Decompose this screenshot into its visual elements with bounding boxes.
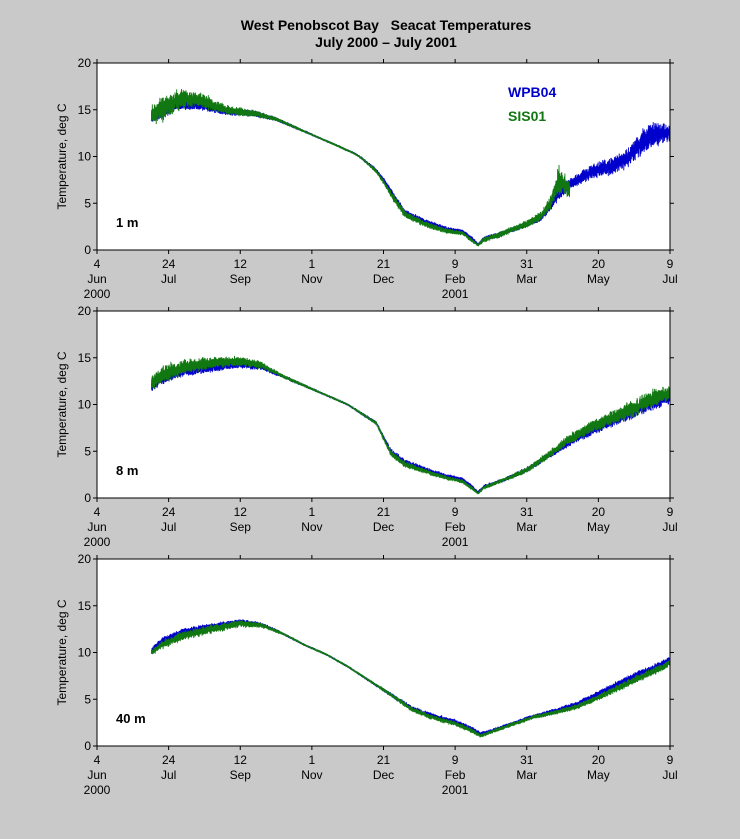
x-tick-label-day: 12 <box>234 505 248 519</box>
x-tick-label-month: Feb <box>445 768 466 782</box>
x-tick-label-month: Jul <box>662 520 677 534</box>
x-tick-label-day: 31 <box>520 505 534 519</box>
y-axis-label: Temperature, deg C <box>55 599 69 705</box>
y-tick-label: 5 <box>84 444 91 458</box>
x-tick-label-day: 1 <box>309 505 316 519</box>
plot-background <box>97 559 670 746</box>
y-tick-label: 5 <box>84 692 91 706</box>
x-tick-label-year: 2001 <box>442 783 469 797</box>
panel-3: 051015204Jun200024Jul12Sep1Nov21Dec9Feb2… <box>55 552 678 797</box>
x-tick-label-day: 24 <box>162 753 176 767</box>
legend-entry-wpb04: WPB04 <box>508 84 556 100</box>
x-tick-label-month: Jun <box>87 768 106 782</box>
y-tick-label: 15 <box>78 351 92 365</box>
x-tick-label-month: Jul <box>662 272 677 286</box>
x-tick-label-month: Mar <box>516 768 537 782</box>
x-tick-label-day: 12 <box>234 257 248 271</box>
x-tick-label-month: Jun <box>87 272 106 286</box>
x-tick-label-month: Mar <box>516 272 537 286</box>
x-tick-label-year: 2001 <box>442 535 469 549</box>
x-tick-label-day: 9 <box>667 753 674 767</box>
plot-background <box>97 63 670 250</box>
figure-title: West Penobscot Bay Seacat Temperatures <box>240 17 532 33</box>
x-tick-label-day: 9 <box>452 753 459 767</box>
x-tick-label-month: Dec <box>373 768 394 782</box>
x-tick-label-day: 9 <box>452 257 459 271</box>
figure-subtitle: July 2000 – July 2001 <box>315 34 457 50</box>
legend: WPB04 SIS01 <box>508 84 556 124</box>
panel-1: 051015204Jun200024Jul12Sep1Nov21Dec9Feb2… <box>55 56 678 301</box>
series-line-sis01 <box>150 89 571 247</box>
x-tick-label-month: Jul <box>161 520 176 534</box>
x-tick-label-month: Mar <box>516 520 537 534</box>
x-tick-label-day: 21 <box>377 257 391 271</box>
x-tick-label-year: 2001 <box>442 287 469 301</box>
x-tick-label-day: 31 <box>520 257 534 271</box>
x-tick-label-month: Jun <box>87 520 106 534</box>
x-tick-label-day: 4 <box>94 753 101 767</box>
x-tick-label-day: 20 <box>592 753 606 767</box>
x-tick-label-day: 1 <box>309 257 316 271</box>
x-tick-label-month: Nov <box>301 768 322 782</box>
x-tick-label-month: Jul <box>662 768 677 782</box>
x-tick-label-month: Jul <box>161 272 176 286</box>
x-tick-label-day: 20 <box>592 257 606 271</box>
x-tick-label-day: 21 <box>377 505 391 519</box>
x-tick-label-day: 9 <box>667 505 674 519</box>
x-tick-label-month: Jul <box>161 768 176 782</box>
x-tick-label-day: 1 <box>309 753 316 767</box>
x-tick-label-day: 21 <box>377 753 391 767</box>
x-tick-label-year: 2000 <box>84 783 111 797</box>
x-tick-label-day: 12 <box>234 753 248 767</box>
y-tick-label: 10 <box>78 150 92 164</box>
panel-depth-label: 40 m <box>116 711 146 726</box>
panel-2: 051015204Jun200024Jul12Sep1Nov21Dec9Feb2… <box>55 304 678 549</box>
series-line-sis01 <box>150 355 671 495</box>
x-tick-label-day: 4 <box>94 505 101 519</box>
y-tick-label: 20 <box>78 56 92 70</box>
x-tick-label-day: 24 <box>162 257 176 271</box>
x-tick-label-month: Feb <box>445 272 466 286</box>
x-tick-label-day: 24 <box>162 505 176 519</box>
x-tick-label-day: 9 <box>452 505 459 519</box>
x-tick-label-month: Nov <box>301 272 322 286</box>
x-tick-label-month: Sep <box>230 520 252 534</box>
y-tick-label: 0 <box>84 491 91 505</box>
panel-depth-label: 1 m <box>116 215 138 230</box>
x-tick-label-month: May <box>587 272 610 286</box>
x-tick-label-month: Sep <box>230 768 252 782</box>
x-tick-label-month: May <box>587 520 610 534</box>
y-tick-label: 5 <box>84 196 91 210</box>
x-tick-label-month: Feb <box>445 520 466 534</box>
y-tick-label: 20 <box>78 304 92 318</box>
y-tick-label: 10 <box>78 646 92 660</box>
x-tick-label-month: Dec <box>373 520 394 534</box>
y-tick-label: 20 <box>78 552 92 566</box>
x-tick-label-day: 20 <box>592 505 606 519</box>
x-tick-label-day: 9 <box>667 257 674 271</box>
x-tick-label-month: Sep <box>230 272 252 286</box>
y-tick-label: 10 <box>78 398 92 412</box>
panel-depth-label: 8 m <box>116 463 138 478</box>
y-axis-label: Temperature, deg C <box>55 103 69 209</box>
x-tick-label-year: 2000 <box>84 535 111 549</box>
plot-background <box>97 311 670 498</box>
y-tick-label: 15 <box>78 599 92 613</box>
y-axis-label: Temperature, deg C <box>55 351 69 457</box>
y-tick-label: 15 <box>78 103 92 117</box>
x-tick-label-month: Nov <box>301 520 322 534</box>
y-tick-label: 0 <box>84 243 91 257</box>
x-tick-label-day: 4 <box>94 257 101 271</box>
x-tick-label-day: 31 <box>520 753 534 767</box>
series-line-sis01 <box>150 619 671 738</box>
x-tick-label-month: May <box>587 768 610 782</box>
legend-entry-sis01: SIS01 <box>508 108 546 124</box>
y-tick-label: 0 <box>84 739 91 753</box>
x-tick-label-month: Dec <box>373 272 394 286</box>
x-tick-label-year: 2000 <box>84 287 111 301</box>
